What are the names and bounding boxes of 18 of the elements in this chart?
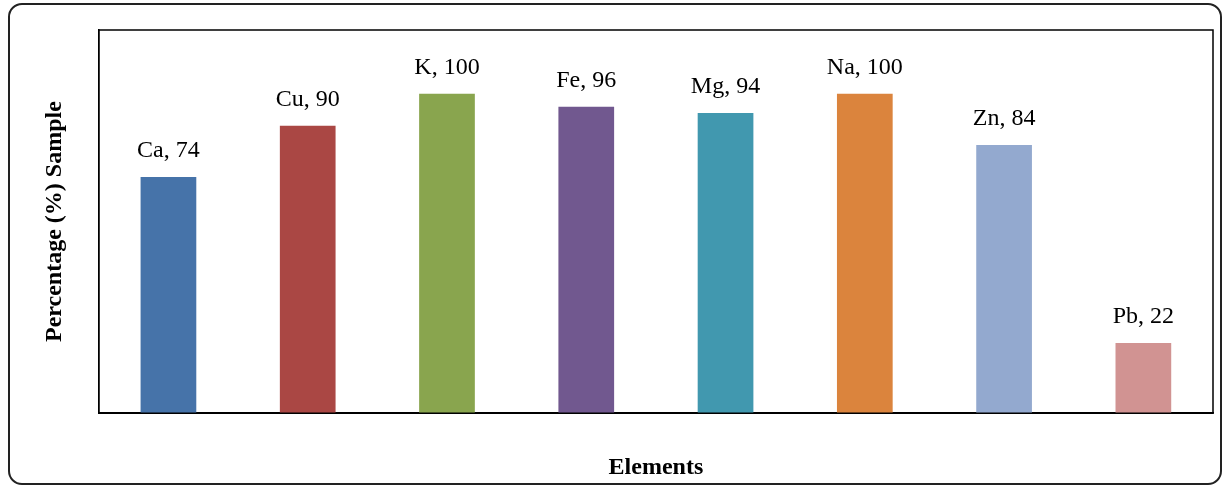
bar: [1115, 342, 1172, 414]
bar: [697, 113, 754, 414]
data-label: Pb, 22: [1112, 302, 1175, 329]
data-label: Zn, 84: [972, 104, 1036, 131]
data-label: Fe, 96: [556, 65, 617, 92]
y-axis-title: Percentage (%) Sample: [39, 100, 66, 343]
data-label: Cu, 90: [275, 85, 340, 112]
bar: [140, 176, 197, 414]
data-label: Mg, 94: [690, 72, 761, 99]
data-label: Na, 100: [826, 53, 903, 80]
x-axis-title: Elements: [608, 452, 704, 479]
data-label: Ca, 74: [137, 136, 200, 163]
bar: [279, 125, 336, 414]
bar: [558, 106, 615, 414]
data-label: K, 100: [414, 53, 480, 80]
bar: [836, 93, 893, 414]
bar: [976, 144, 1032, 414]
bar: [419, 93, 475, 414]
